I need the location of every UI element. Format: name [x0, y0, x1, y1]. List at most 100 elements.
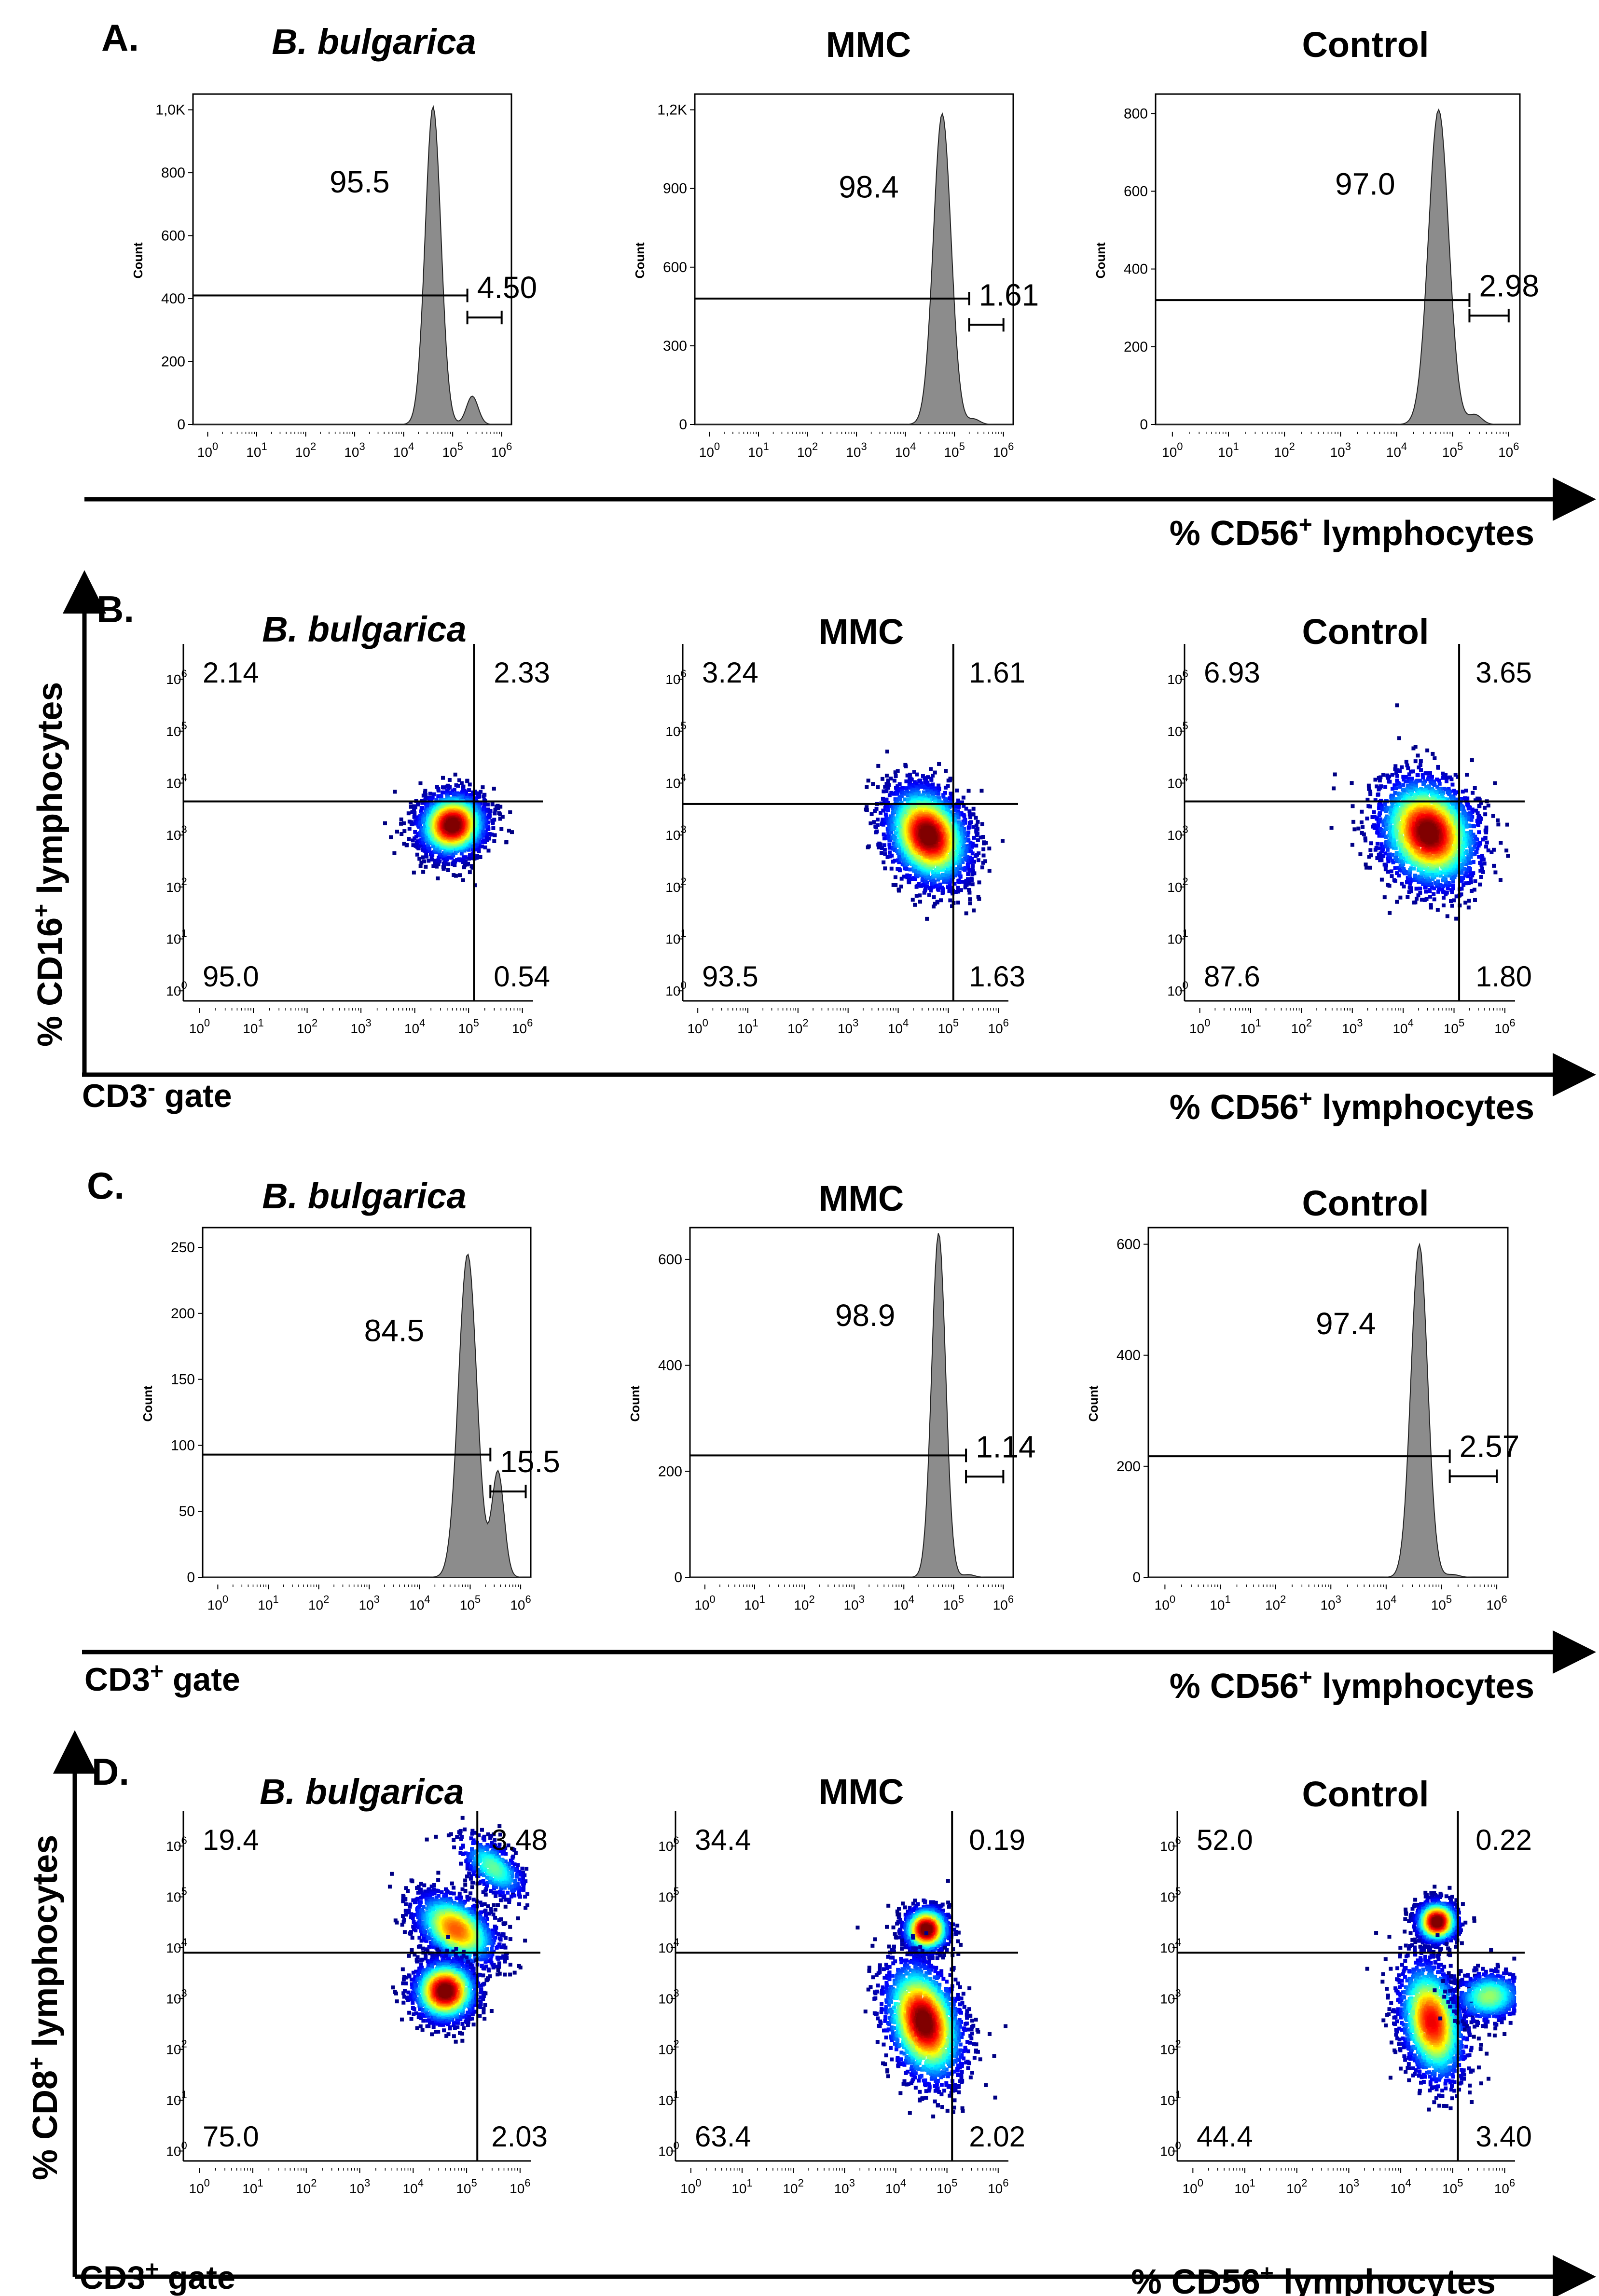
event-point: [464, 795, 468, 800]
event-point: [483, 845, 487, 849]
event-point: [450, 856, 454, 860]
event-point: [466, 861, 470, 866]
event-point: [887, 846, 892, 850]
event-point: [868, 821, 873, 825]
event-point: [469, 864, 474, 868]
event-point: [956, 889, 961, 894]
event-point: [420, 806, 425, 810]
event-point: [919, 884, 924, 888]
event-point: [445, 789, 449, 793]
event-point: [508, 810, 512, 814]
y-tick-label: 400: [1124, 261, 1148, 277]
event-point: [883, 852, 887, 856]
event-point: [423, 818, 427, 822]
y-tick-label: 0: [679, 417, 687, 433]
event-point: [974, 823, 979, 828]
event-point: [467, 857, 471, 861]
event-point: [874, 825, 879, 829]
column-title-control: Control: [1302, 1774, 1429, 1814]
event-point: [461, 785, 465, 790]
event-point: [884, 773, 889, 778]
event-point: [896, 769, 900, 773]
event-point: [399, 817, 403, 821]
event-point: [936, 887, 940, 891]
event-point: [907, 780, 911, 785]
event-point: [910, 898, 915, 902]
event-point: [913, 902, 917, 907]
event-point: [492, 786, 496, 791]
event-point: [493, 811, 497, 816]
gate-percentage: 95.5: [330, 164, 390, 199]
column-title-control: Control: [1302, 1183, 1429, 1223]
event-point: [884, 834, 888, 838]
column-title-mmc: MMC: [819, 1772, 904, 1812]
event-point: [480, 819, 484, 823]
event-point: [417, 825, 421, 829]
event-point: [435, 846, 439, 850]
event-point: [933, 770, 937, 775]
event-point: [865, 808, 869, 812]
event-point: [448, 802, 453, 806]
event-point: [962, 804, 966, 808]
event-point: [421, 793, 426, 798]
event-point: [494, 805, 498, 809]
event-point: [981, 835, 985, 839]
event-point: [981, 861, 985, 865]
event-point: [393, 790, 397, 794]
event-point: [475, 854, 480, 859]
event-point: [946, 784, 950, 788]
event-point: [482, 802, 487, 806]
quadrant-upper-left-value: 2.14: [203, 656, 259, 689]
y-tick-label: 0: [177, 417, 185, 433]
x-tick-label: 106: [1498, 440, 1519, 460]
event-point: [874, 806, 879, 811]
event-point: [468, 782, 472, 787]
event-point: [970, 866, 975, 871]
event-point: [889, 866, 894, 871]
event-point: [889, 791, 894, 795]
event-point: [960, 800, 965, 805]
event-point: [972, 835, 976, 840]
event-point: [447, 855, 452, 860]
event-point: [924, 783, 928, 788]
event-point: [413, 830, 417, 834]
event-point: [455, 849, 459, 853]
event-point: [970, 851, 975, 856]
event-point: [964, 806, 968, 811]
event-point: [427, 814, 431, 818]
gate-percentage: 98.4: [839, 170, 899, 205]
event-point: [894, 883, 898, 887]
event-point: [446, 868, 450, 873]
event-point: [431, 844, 435, 848]
event-point: [941, 889, 945, 894]
gate-percentage: 4.50: [477, 270, 538, 305]
event-point: [436, 858, 441, 862]
event-point: [482, 794, 486, 799]
event-point: [931, 782, 935, 787]
count-axis-label: Count: [131, 242, 145, 278]
y-tick-label: 100: [166, 979, 187, 998]
event-point: [905, 873, 910, 877]
event-point: [480, 844, 484, 848]
event-point: [875, 823, 880, 827]
event-point: [479, 790, 483, 794]
event-point: [427, 859, 431, 863]
event-point: [977, 880, 981, 885]
event-point: [421, 837, 426, 841]
event-point: [484, 832, 489, 836]
event-point: [423, 822, 427, 827]
event-point: [427, 833, 432, 837]
event-point: [885, 750, 889, 754]
event-point: [423, 796, 427, 800]
event-point: [908, 874, 912, 878]
event-point: [882, 832, 886, 836]
event-point: [411, 843, 415, 847]
event-point: [474, 826, 479, 830]
event-point: [437, 851, 441, 856]
event-point: [872, 820, 876, 824]
event-point: [967, 890, 972, 895]
